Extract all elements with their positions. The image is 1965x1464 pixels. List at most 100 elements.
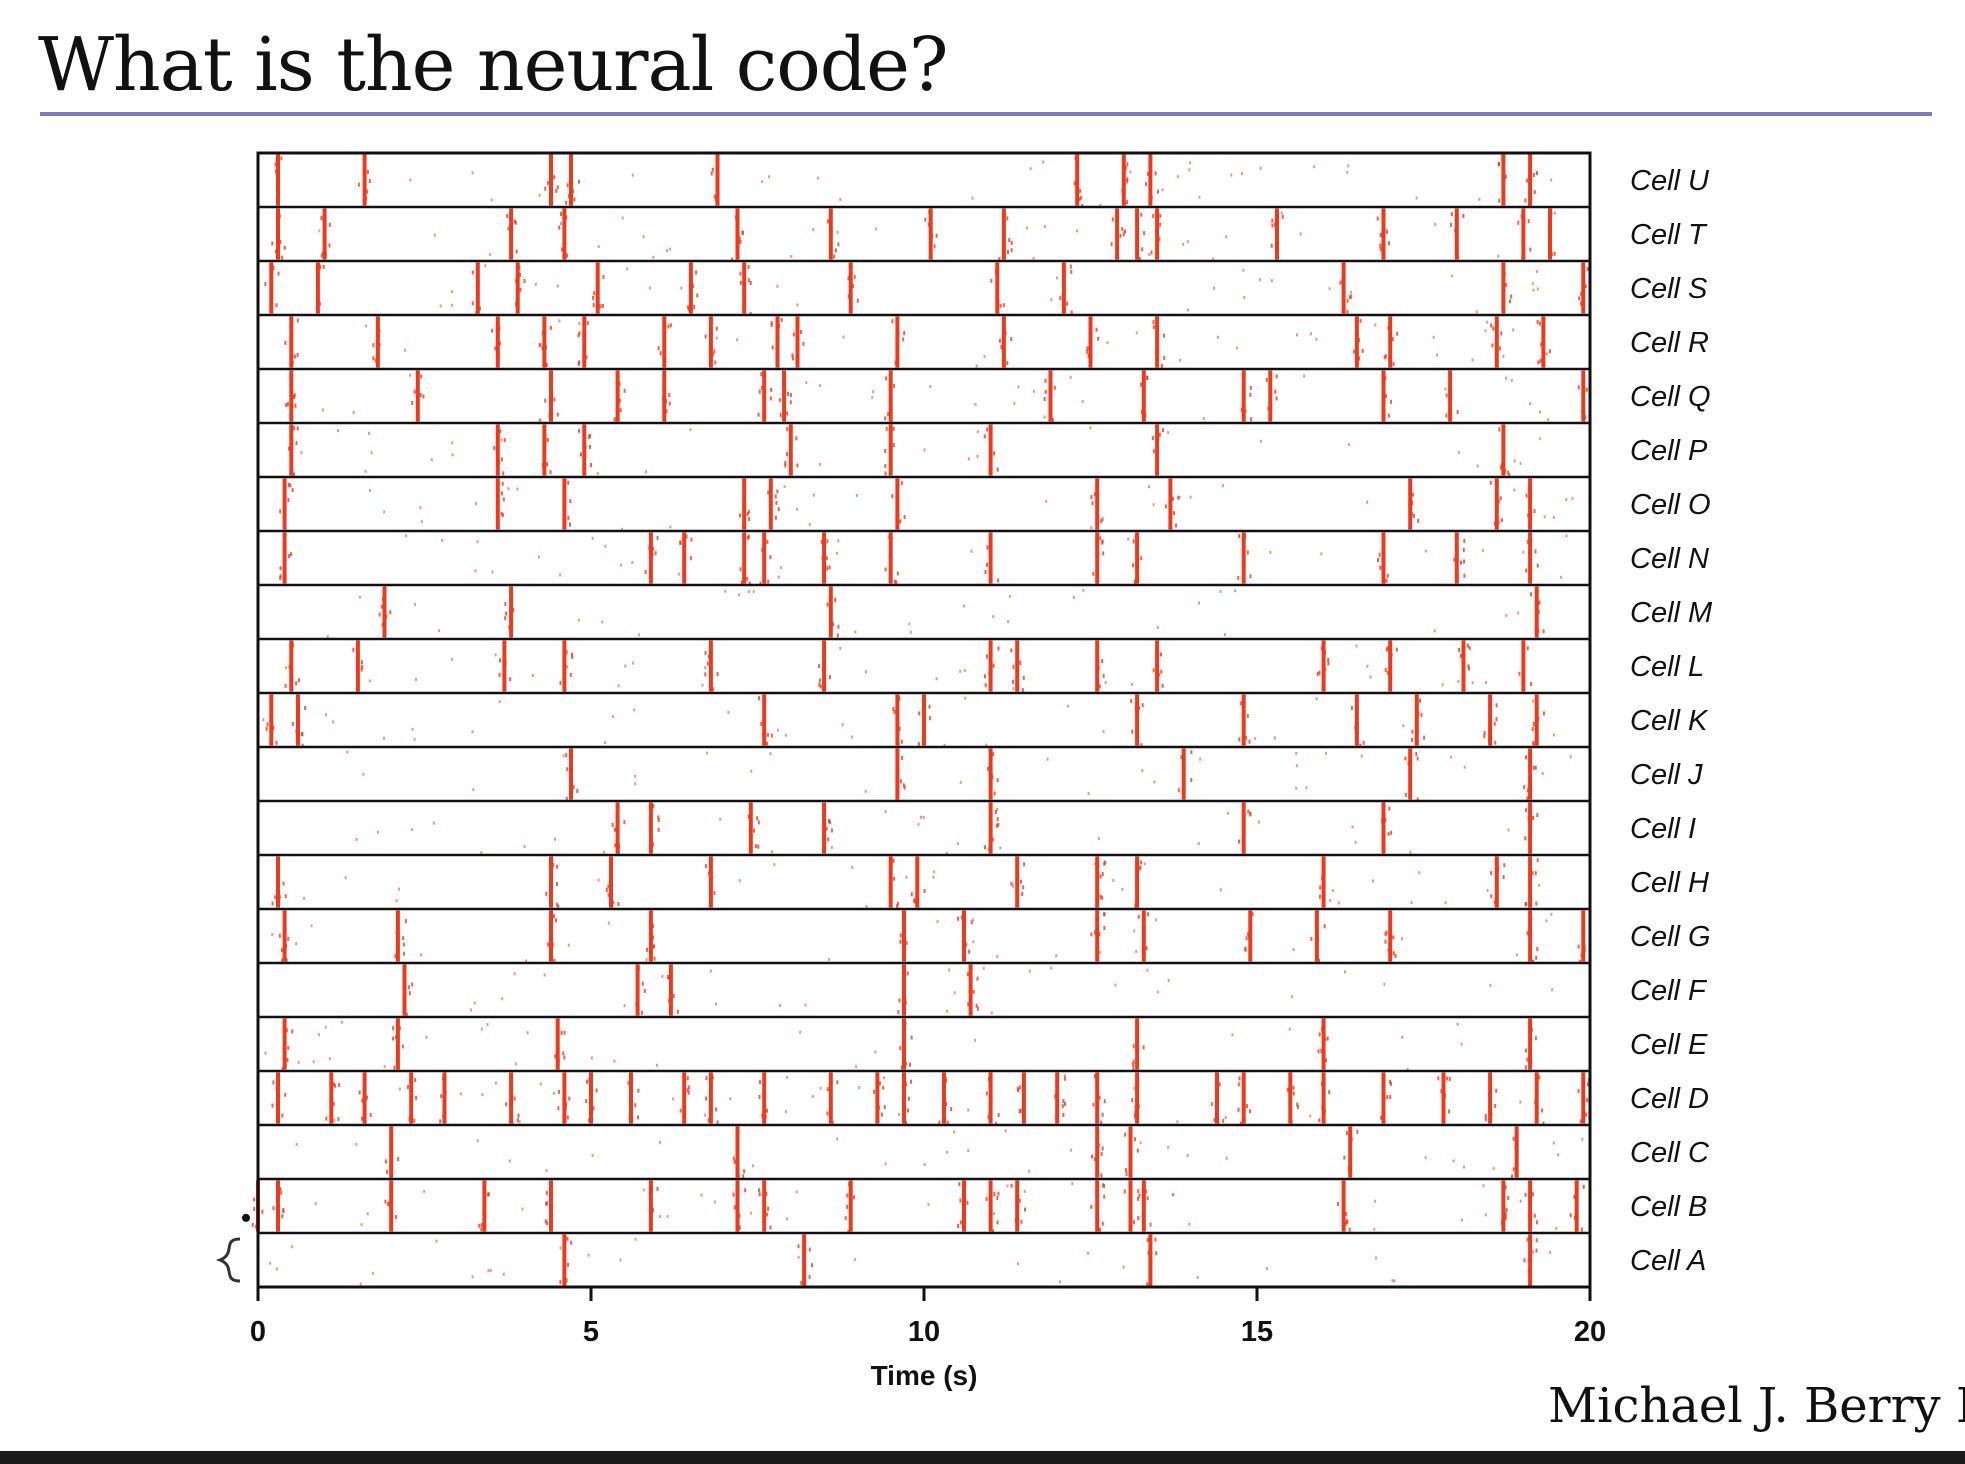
cell-label: Cell I [1630, 813, 1696, 845]
background-spikes [355, 807, 1510, 855]
spike-event [1437, 1072, 1451, 1124]
spike-event [770, 316, 783, 368]
spike-event [1411, 694, 1426, 746]
background-spikes [303, 862, 1541, 908]
spike-event [491, 316, 502, 368]
background-spikes [271, 912, 1553, 963]
spike-event [358, 1072, 372, 1124]
bottom-bar [0, 1451, 1965, 1464]
spike-event [1524, 1180, 1538, 1232]
x-tick-label: 10 [908, 1316, 940, 1348]
spike-event [1376, 208, 1390, 260]
spike-event [1135, 208, 1146, 262]
spike-event [271, 208, 286, 260]
spike-event [759, 532, 772, 586]
spike-event [1381, 802, 1393, 854]
spike-event [987, 748, 999, 800]
spike-event [611, 802, 626, 855]
spike-event [1238, 694, 1251, 746]
spike-event [554, 1018, 566, 1070]
spike-event [705, 1072, 719, 1125]
spike-event [1152, 640, 1164, 692]
spike-event [1059, 262, 1073, 315]
spike-event [1489, 478, 1503, 530]
row-dividers [258, 205, 1590, 1235]
spike-event [1134, 856, 1143, 908]
spike-event [731, 208, 744, 262]
spike-event [274, 154, 283, 206]
x-axis: 0 5 10 15 20 [250, 1287, 1606, 1348]
spike-event [648, 802, 660, 854]
spike-event [392, 1018, 404, 1070]
spike-event [1517, 208, 1532, 261]
spike-event [1140, 370, 1149, 422]
spike-event [577, 316, 589, 368]
spike-event [1164, 478, 1180, 530]
spike-event [739, 478, 751, 530]
spike-event [758, 1180, 772, 1232]
spike-event [983, 424, 999, 476]
spike-event [1316, 640, 1330, 692]
background-spikes [269, 1237, 1552, 1286]
spike-event [271, 1072, 287, 1124]
spike-event [1240, 370, 1253, 422]
spike-event [558, 208, 569, 260]
cell-label: Cell L [1630, 651, 1704, 683]
spike-event [478, 1180, 490, 1232]
background-spikes [439, 264, 1539, 314]
spike-event [559, 1234, 573, 1286]
spike-event [984, 802, 1000, 854]
spike-event [784, 424, 799, 476]
spike-event [281, 1018, 294, 1072]
x-tick-label: 5 [583, 1316, 599, 1348]
spike-event [895, 748, 906, 801]
spike-event [320, 208, 331, 260]
spike-event [545, 856, 560, 909]
spike-event [315, 262, 325, 314]
cell-label: Cell R [1630, 327, 1709, 359]
spike-event [899, 1018, 913, 1070]
spike-event [984, 532, 1000, 584]
bracket-path [215, 1237, 241, 1283]
spike-event [544, 370, 559, 422]
spike-event [1210, 1072, 1225, 1126]
cell-label: Cell T [1630, 219, 1708, 251]
spike-event [325, 1072, 341, 1124]
spike-event [439, 1072, 447, 1124]
background-spikes [365, 319, 1548, 368]
spike-event [1091, 1126, 1104, 1178]
spike-event [732, 1180, 747, 1232]
spike-event [1497, 154, 1507, 206]
spike-event [538, 316, 552, 368]
spike-event [1132, 532, 1143, 584]
cell-label: Cell K [1630, 705, 1709, 737]
spike-event [985, 1072, 1000, 1126]
spike-event [985, 1180, 1000, 1234]
cell-label: Cell D [1630, 1083, 1709, 1115]
spike-event [899, 910, 908, 962]
spike-event [679, 532, 693, 584]
spike-event [493, 424, 506, 476]
spike-event [657, 316, 672, 368]
spike-event [378, 586, 392, 638]
spike-event [797, 1234, 813, 1286]
cell-labels: Cell U Cell T Cell S Cell R Cell Q Cell P Cell… [1630, 165, 1713, 1277]
spike-event [1577, 910, 1586, 964]
cell-label: Cell C [1630, 1137, 1710, 1169]
spike-event [352, 640, 364, 692]
background-spikes [470, 966, 1554, 1015]
spike-event [1086, 316, 1100, 368]
spike-event [1548, 208, 1556, 260]
spike-event [1577, 1072, 1590, 1124]
spike-event [1137, 910, 1150, 962]
spike-event [1131, 1072, 1140, 1124]
spike-event [1090, 1180, 1106, 1232]
spike-event [585, 1072, 598, 1124]
spike-event [1511, 1126, 1519, 1179]
spike-event [1123, 1180, 1140, 1232]
spike-event [544, 1180, 553, 1232]
spike-event [884, 424, 895, 476]
background-spikes [409, 160, 1553, 207]
spike-event [592, 262, 605, 314]
